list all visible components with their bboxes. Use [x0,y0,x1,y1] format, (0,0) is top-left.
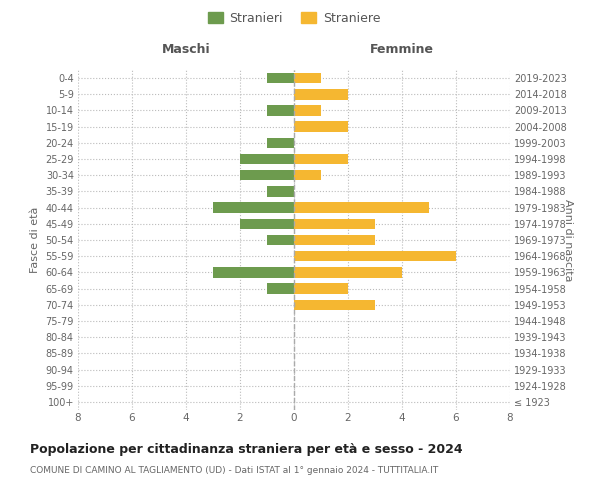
Text: COMUNE DI CAMINO AL TAGLIAMENTO (UD) - Dati ISTAT al 1° gennaio 2024 - TUTTITALI: COMUNE DI CAMINO AL TAGLIAMENTO (UD) - D… [30,466,438,475]
Bar [267,138,294,148]
Bar [294,202,429,213]
Bar [240,154,294,164]
Bar [267,284,294,294]
Bar [294,89,348,100]
Bar [267,73,294,84]
Bar [294,284,348,294]
Bar [294,154,348,164]
Text: Popolazione per cittadinanza straniera per età e sesso - 2024: Popolazione per cittadinanza straniera p… [30,442,463,456]
Bar [294,251,456,262]
Text: Maschi: Maschi [161,44,211,57]
Text: Femmine: Femmine [370,44,434,57]
Bar [267,186,294,196]
Bar [240,218,294,229]
Bar [294,170,321,180]
Bar [213,202,294,213]
Legend: Stranieri, Straniere: Stranieri, Straniere [203,6,385,30]
Bar [240,170,294,180]
Bar [294,267,402,278]
Bar [294,300,375,310]
Bar [294,234,375,246]
Bar [267,105,294,116]
Bar [294,218,375,229]
Bar [294,105,321,116]
Y-axis label: Anni di nascita: Anni di nascita [563,198,572,281]
Bar [213,267,294,278]
Bar [294,122,348,132]
Bar [267,234,294,246]
Bar [294,73,321,84]
Y-axis label: Fasce di età: Fasce di età [30,207,40,273]
